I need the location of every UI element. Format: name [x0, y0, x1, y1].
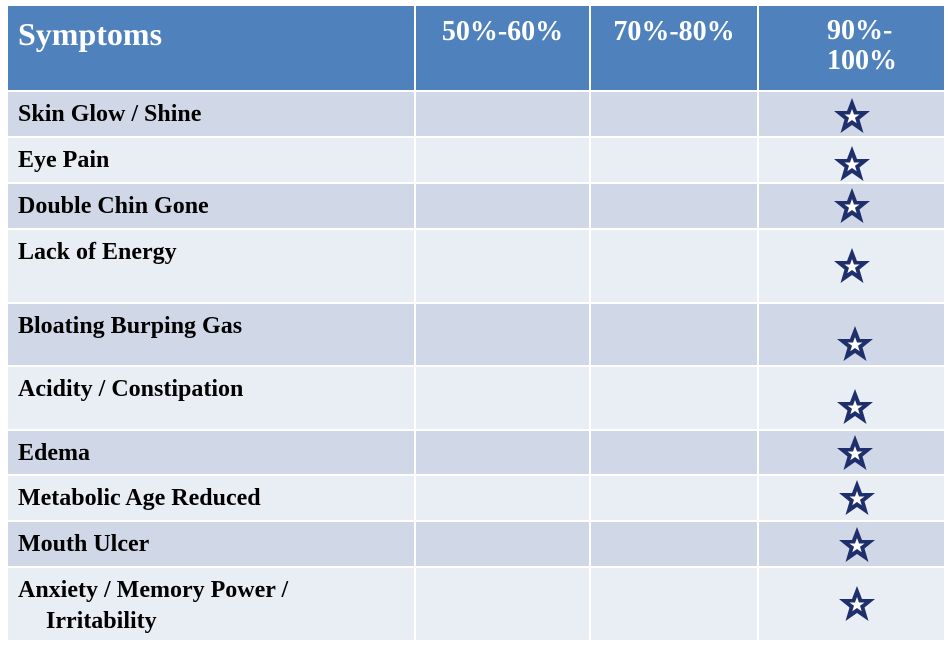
- star-icon: [835, 387, 875, 427]
- symptom-cell: Lack of Energy: [8, 230, 416, 302]
- table-header-row: Symptoms 50%-60% 70%-80% 90%- 100%: [8, 6, 944, 92]
- rating-cell-70-80: [591, 476, 759, 520]
- rating-cell-50-60: [416, 367, 591, 429]
- rating-cell-50-60: [416, 431, 591, 474]
- table-row: Anxiety / Memory Power / Irritability: [8, 568, 944, 640]
- rating-cell-70-80: [591, 431, 759, 474]
- header-symptoms: Symptoms: [8, 6, 416, 90]
- rating-cell-70-80: [591, 568, 759, 640]
- rating-cell-90-100: [759, 568, 944, 640]
- rating-cell-50-60: [416, 522, 591, 566]
- rating-cell-50-60: [416, 304, 591, 365]
- rating-cell-50-60: [416, 138, 591, 182]
- symptom-cell: Double Chin Gone: [8, 184, 416, 228]
- star-icon: [832, 246, 872, 286]
- star-icon: [835, 433, 875, 473]
- star-icon: [837, 525, 877, 565]
- rating-cell-50-60: [416, 92, 591, 136]
- rating-cell-90-100: [759, 138, 944, 182]
- rating-cell-70-80: [591, 304, 759, 365]
- symptom-line1: Anxiety / Memory Power /: [18, 577, 289, 603]
- table-row: Bloating Burping Gas: [8, 304, 944, 367]
- rating-cell-70-80: [591, 230, 759, 302]
- star-icon: [837, 478, 877, 518]
- rating-cell-70-80: [591, 367, 759, 429]
- header-90-100: 90%- 100%: [759, 6, 944, 90]
- header-90-100-line2: 100%: [827, 45, 897, 76]
- rating-cell-90-100: [759, 230, 944, 302]
- symptom-cell: Bloating Burping Gas: [8, 304, 416, 365]
- rating-cell-90-100: [759, 304, 944, 365]
- star-icon: [832, 96, 872, 136]
- symptom-cell: Eye Pain: [8, 138, 416, 182]
- rating-cell-90-100: [759, 367, 944, 429]
- symptoms-table: Symptoms 50%-60% 70%-80% 90%- 100% Skin …: [8, 6, 944, 640]
- rating-cell-50-60: [416, 184, 591, 228]
- table-row: Eye Pain: [8, 138, 944, 184]
- table-row: Mouth Ulcer: [8, 522, 944, 568]
- rating-cell-50-60: [416, 230, 591, 302]
- symptom-cell: Mouth Ulcer: [8, 522, 416, 566]
- rating-cell-70-80: [591, 138, 759, 182]
- rating-cell-90-100: [759, 476, 944, 520]
- star-icon: [832, 144, 872, 184]
- symptom-line2: Irritability: [46, 608, 157, 634]
- rating-cell-50-60: [416, 476, 591, 520]
- table-row: Acidity / Constipation: [8, 367, 944, 431]
- table-row: Edema: [8, 431, 944, 476]
- star-icon: [835, 324, 875, 364]
- rating-cell-90-100: [759, 92, 944, 136]
- rating-cell-70-80: [591, 92, 759, 136]
- table-row: Double Chin Gone: [8, 184, 944, 230]
- rating-cell-90-100: [759, 522, 944, 566]
- header-90-100-line1: 90%-: [827, 15, 893, 46]
- rating-cell-90-100: [759, 184, 944, 228]
- symptom-cell: Acidity / Constipation: [8, 367, 416, 429]
- header-50-60: 50%-60%: [416, 6, 591, 90]
- rating-cell-50-60: [416, 568, 591, 640]
- star-icon: [837, 584, 877, 624]
- rating-cell-90-100: [759, 431, 944, 474]
- symptom-cell: Anxiety / Memory Power / Irritability: [8, 568, 416, 640]
- rating-cell-70-80: [591, 522, 759, 566]
- rating-cell-70-80: [591, 184, 759, 228]
- star-icon: [832, 186, 872, 226]
- table-row: Metabolic Age Reduced: [8, 476, 944, 522]
- table-row: Lack of Energy: [8, 230, 944, 304]
- table-row: Skin Glow / Shine: [8, 92, 944, 138]
- symptom-cell: Edema: [8, 431, 416, 474]
- symptom-cell: Metabolic Age Reduced: [8, 476, 416, 520]
- header-70-80: 70%-80%: [591, 6, 759, 90]
- symptom-cell: Skin Glow / Shine: [8, 92, 416, 136]
